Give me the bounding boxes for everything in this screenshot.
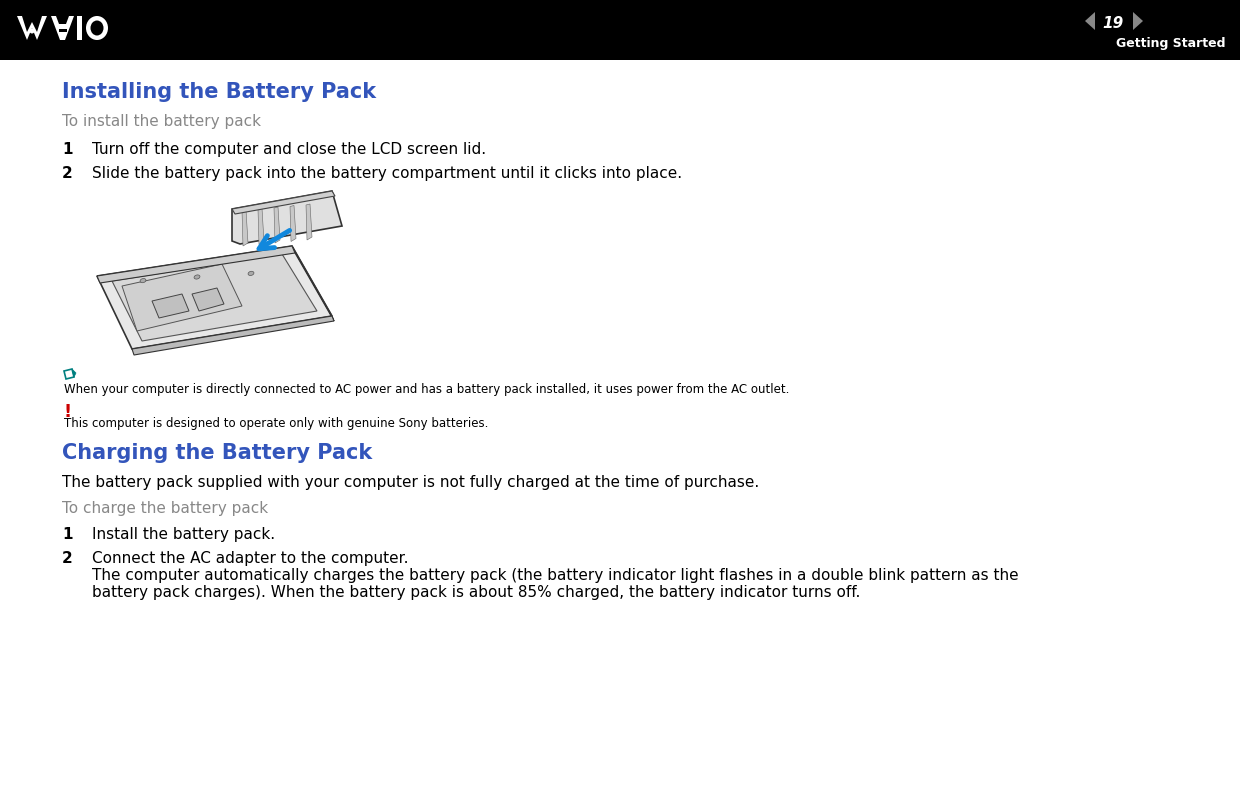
- Text: This computer is designed to operate only with genuine Sony batteries.: This computer is designed to operate onl…: [64, 417, 489, 430]
- Polygon shape: [242, 210, 248, 246]
- Polygon shape: [1085, 12, 1095, 30]
- Text: To install the battery pack: To install the battery pack: [62, 114, 260, 129]
- Text: 2: 2: [62, 166, 73, 181]
- Polygon shape: [72, 369, 76, 377]
- Polygon shape: [290, 205, 296, 242]
- Polygon shape: [232, 191, 335, 214]
- Text: Getting Started: Getting Started: [1116, 36, 1225, 50]
- Text: Connect the AC adapter to the computer.: Connect the AC adapter to the computer.: [92, 551, 408, 566]
- Polygon shape: [306, 204, 312, 240]
- Bar: [58, 29, 67, 32]
- Polygon shape: [274, 207, 280, 243]
- Polygon shape: [17, 16, 47, 40]
- Text: The battery pack supplied with your computer is not fully charged at the time of: The battery pack supplied with your comp…: [62, 475, 759, 490]
- Bar: [77, 16, 82, 40]
- Text: Turn off the computer and close the LCD screen lid.: Turn off the computer and close the LCD …: [92, 142, 486, 157]
- Text: Install the battery pack.: Install the battery pack.: [92, 527, 275, 542]
- Polygon shape: [291, 246, 334, 321]
- Circle shape: [30, 28, 35, 33]
- Polygon shape: [232, 191, 342, 244]
- Polygon shape: [51, 16, 74, 40]
- Text: Charging the Battery Pack: Charging the Battery Pack: [62, 443, 372, 463]
- FancyArrowPatch shape: [259, 230, 290, 249]
- Ellipse shape: [248, 271, 254, 276]
- Polygon shape: [122, 264, 242, 331]
- Ellipse shape: [140, 279, 146, 283]
- Text: battery pack charges). When the battery pack is about 85% charged, the battery i: battery pack charges). When the battery …: [92, 585, 861, 600]
- Text: Slide the battery pack into the battery compartment until it clicks into place.: Slide the battery pack into the battery …: [92, 166, 682, 181]
- Text: 2: 2: [62, 551, 73, 566]
- Polygon shape: [97, 246, 332, 349]
- Ellipse shape: [193, 275, 200, 279]
- Ellipse shape: [86, 16, 108, 40]
- Polygon shape: [1133, 12, 1143, 30]
- Polygon shape: [258, 208, 264, 245]
- Polygon shape: [97, 246, 295, 283]
- Ellipse shape: [91, 20, 103, 36]
- Bar: [0, 0, 1240, 60]
- Polygon shape: [192, 288, 224, 311]
- Text: The computer automatically charges the battery pack (the battery indicator light: The computer automatically charges the b…: [92, 568, 1018, 583]
- Text: 1: 1: [62, 142, 72, 157]
- Polygon shape: [153, 294, 188, 318]
- Text: When your computer is directly connected to AC power and has a battery pack inst: When your computer is directly connected…: [64, 383, 790, 396]
- Polygon shape: [131, 316, 334, 355]
- Text: Installing the Battery Pack: Installing the Battery Pack: [62, 82, 376, 102]
- Text: 19: 19: [1102, 16, 1123, 32]
- Polygon shape: [112, 254, 317, 341]
- Text: To charge the battery pack: To charge the battery pack: [62, 501, 268, 516]
- Text: 1: 1: [62, 527, 72, 542]
- Text: !: !: [64, 403, 72, 421]
